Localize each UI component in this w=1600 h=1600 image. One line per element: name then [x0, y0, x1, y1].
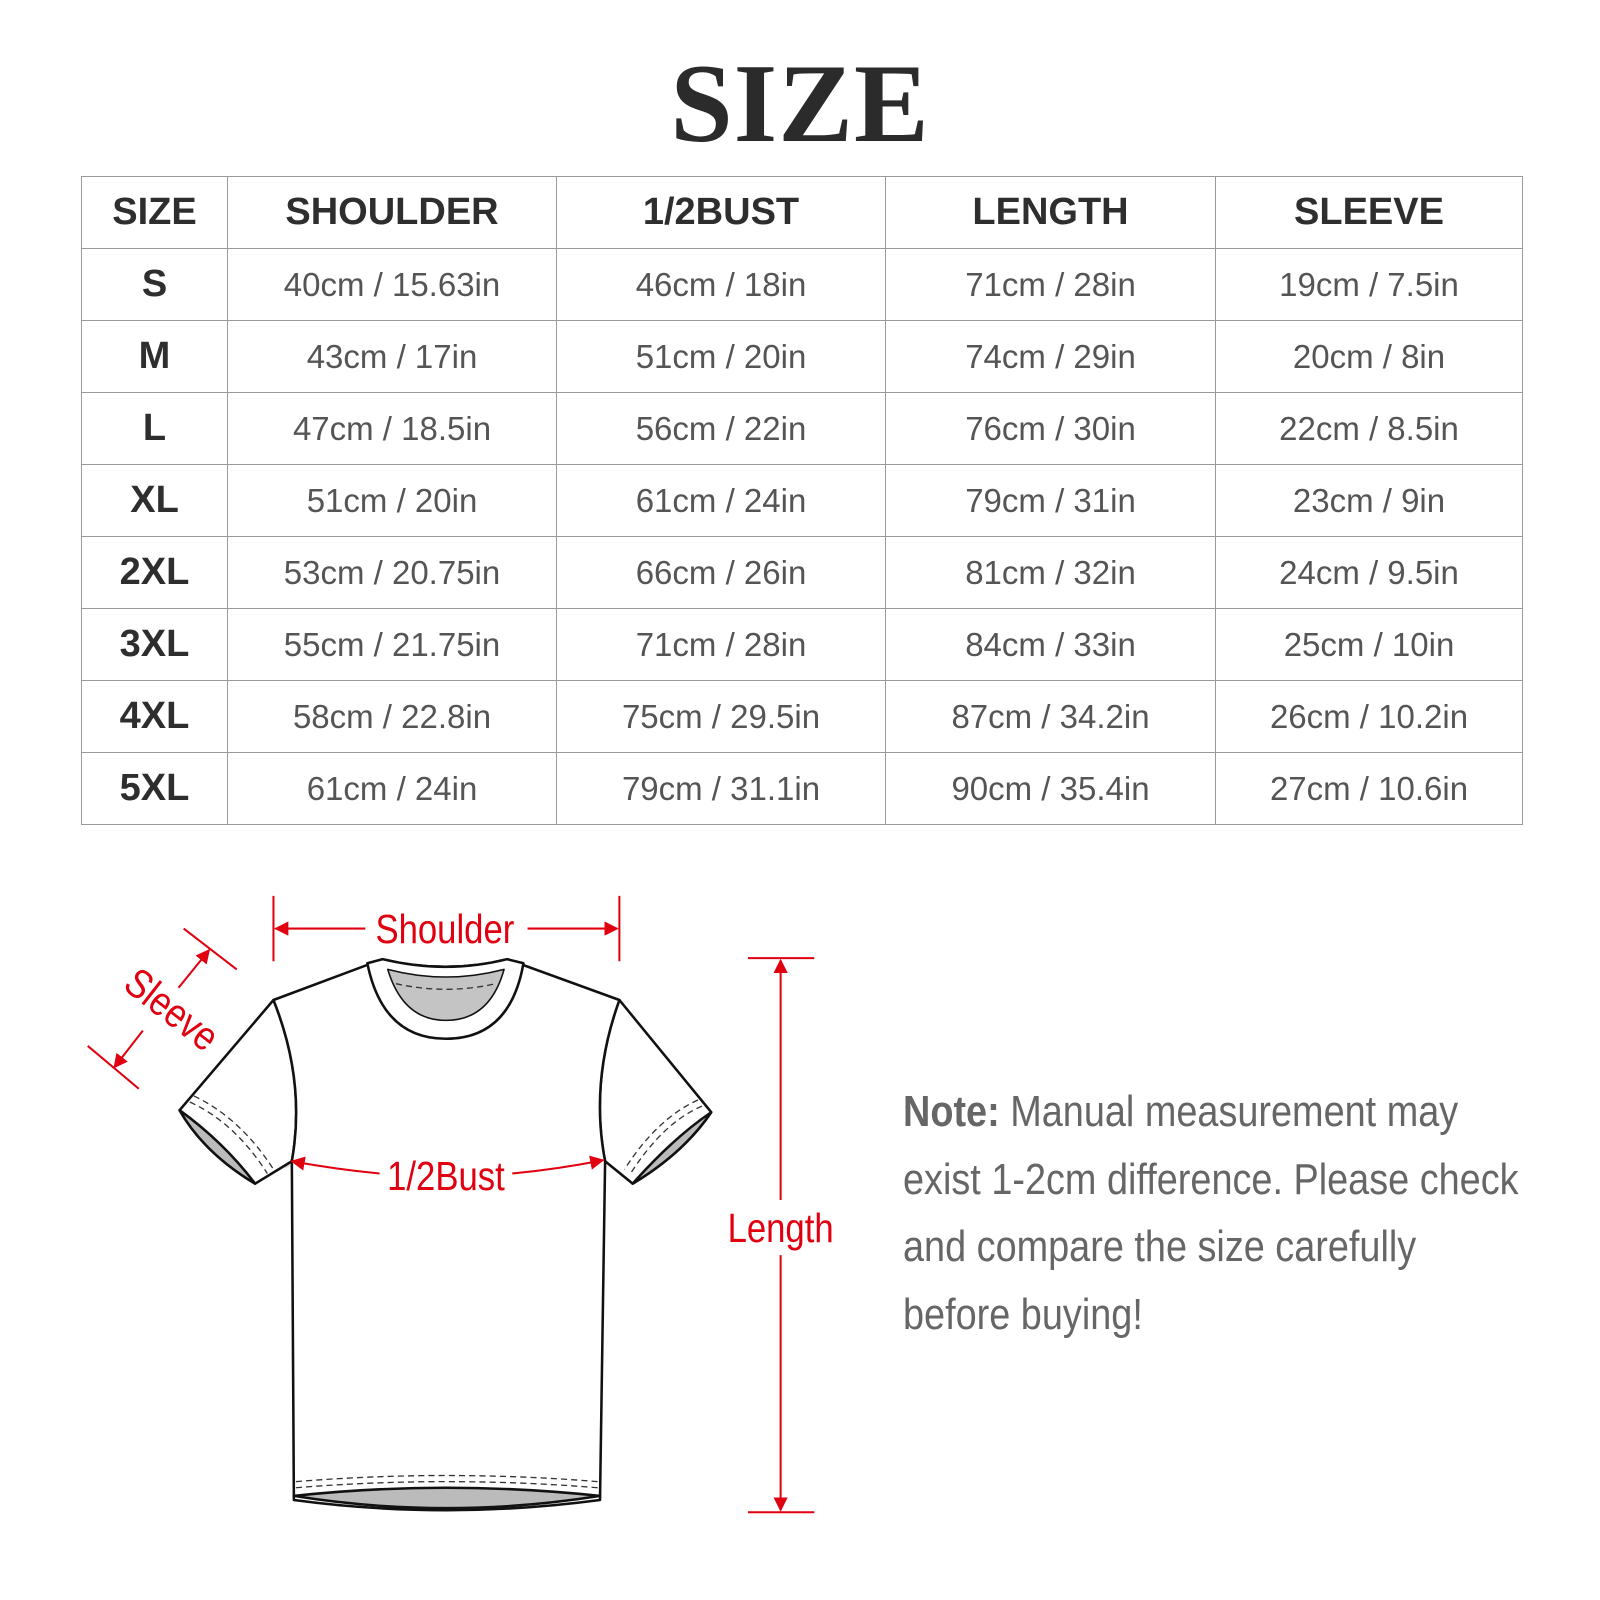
measurement-cell: 23cm / 9in — [1215, 464, 1523, 537]
measurement-cell: 25cm / 10in — [1215, 608, 1523, 681]
bust-right-arrow — [512, 1155, 605, 1175]
measurement-cell: 61cm / 24in — [227, 752, 557, 825]
right-sleeve — [598, 998, 713, 1185]
page-title: SIZE — [670, 42, 930, 166]
measurement-cell: 71cm / 28in — [556, 608, 886, 681]
tshirt-illustration — [178, 957, 713, 1512]
measurement-cell: 27cm / 10.6in — [1215, 752, 1523, 825]
measurement-cell: 19cm / 7.5in — [1215, 248, 1523, 321]
measurement-cell: 66cm / 26in — [556, 536, 886, 609]
measurement-cell: 24cm / 9.5in — [1215, 536, 1523, 609]
column-header-length: LENGTH — [885, 176, 1216, 249]
size-cell: 4XL — [81, 680, 228, 753]
measurement-cell: 26cm / 10.2in — [1215, 680, 1523, 753]
size-cell: 3XL — [81, 608, 228, 681]
sleeve-top-arrow — [177, 948, 211, 989]
note-label: Note: — [903, 1087, 1000, 1136]
measurement-cell: 56cm / 22in — [556, 392, 886, 465]
column-header-12bust: 1/2BUST — [556, 176, 886, 249]
measurement-cell: 75cm / 29.5in — [556, 680, 886, 753]
table-header-row: SIZE SHOULDER 1/2BUST LENGTH SLEEVE — [81, 176, 1523, 249]
shirt-body — [272, 957, 621, 1512]
size-cell: 5XL — [81, 752, 228, 825]
measurement-cell: 76cm / 30in — [885, 392, 1216, 465]
length-label: Length — [728, 1206, 834, 1251]
sleeve-bottom-tick — [87, 1045, 140, 1090]
measurement-annotations — [87, 895, 815, 1514]
table-row: XL 51cm / 20in 61cm / 24in 79cm / 31in 23cm … — [81, 464, 1523, 537]
size-cell: XL — [81, 464, 228, 537]
measurement-cell: 46cm / 18in — [556, 248, 886, 321]
measurement-cell: 40cm / 15.63in — [227, 248, 557, 321]
table-body: S 40cm / 15.63in 46cm / 18in 71cm / 28in 19c… — [81, 248, 1523, 825]
size-cell: M — [81, 320, 228, 393]
sleeve-bottom-arrow — [113, 1029, 144, 1069]
measurement-cell: 51cm / 20in — [227, 464, 557, 537]
bust-left-arrow — [290, 1156, 380, 1175]
measurement-cell: 20cm / 8in — [1215, 320, 1523, 393]
size-table: SIZE SHOULDER 1/2BUST LENGTH SLEEVE S 40cm / … — [81, 176, 1523, 825]
measurement-cell: 53cm / 20.75in — [227, 536, 557, 609]
measurement-cell: 43cm / 17in — [227, 320, 557, 393]
measurement-cell: 84cm / 33in — [885, 608, 1216, 681]
table-row: S 40cm / 15.63in 46cm / 18in 71cm / 28in 19c… — [81, 248, 1523, 321]
column-header-size: SIZE — [81, 176, 228, 249]
measurement-cell: 90cm / 35.4in — [885, 752, 1216, 825]
table-row: M 43cm / 17in 51cm / 20in 74cm / 29in 20cm /… — [81, 320, 1523, 393]
sleeve-top-tick — [183, 927, 238, 971]
measurement-cell: 55cm / 21.75in — [227, 608, 557, 681]
shoulder-label: Shoulder — [375, 907, 514, 952]
bust-label: 1/2Bust — [387, 1154, 505, 1199]
measurement-cell: 61cm / 24in — [556, 464, 886, 537]
table-row: 2XL 53cm / 20.75in 66cm / 26in 81cm / 32in 2… — [81, 536, 1523, 609]
measurement-cell: 22cm / 8.5in — [1215, 392, 1523, 465]
left-cuff-inner — [178, 1108, 257, 1185]
table-row: 4XL 58cm / 22.8in 75cm / 29.5in 87cm / 34.2… — [81, 680, 1523, 753]
right-cuff-inner — [631, 1110, 713, 1185]
note-text: Note: Manual measurement may exist 1-2cm… — [903, 1078, 1522, 1348]
hem-inner — [292, 1486, 602, 1510]
column-header-sleeve: SLEEVE — [1215, 176, 1523, 249]
measurement-cell: 58cm / 22.8in — [227, 680, 557, 753]
measurement-cell: 71cm / 28in — [885, 248, 1216, 321]
size-cell: L — [81, 392, 228, 465]
note-body: Manual measurement may exist 1-2cm diffe… — [903, 1087, 1519, 1339]
measurement-cell: 81cm / 32in — [885, 536, 1216, 609]
measurement-cell: 74cm / 29in — [885, 320, 1216, 393]
table-row: L 47cm / 18.5in 56cm / 22in 76cm / 30in 22cm… — [81, 392, 1523, 465]
table-row: 3XL 55cm / 21.75in 71cm / 28in 84cm / 33in 2… — [81, 608, 1523, 681]
measurement-cell: 79cm / 31.1in — [556, 752, 886, 825]
size-cell: S — [81, 248, 228, 321]
collar-inner — [386, 968, 505, 1022]
table-row: 5XL 61cm / 24in 79cm / 31.1in 90cm / 35.4in… — [81, 752, 1523, 825]
